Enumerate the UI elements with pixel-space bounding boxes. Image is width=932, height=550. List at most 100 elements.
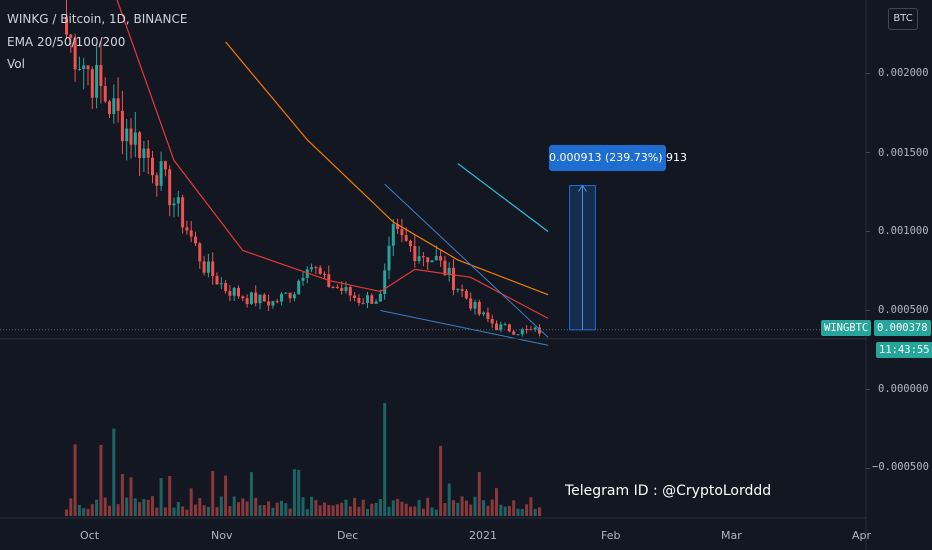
volume-bar xyxy=(245,501,249,516)
candle-body xyxy=(271,301,275,306)
volume-bar xyxy=(95,499,99,516)
volume-bar xyxy=(254,497,258,516)
volume-bar xyxy=(211,470,215,516)
indicator-legend[interactable]: EMA 20/50/100/200 xyxy=(7,35,126,49)
volume-bar xyxy=(400,501,404,516)
time-tick: 2021 xyxy=(469,529,497,542)
candle-body xyxy=(499,324,503,331)
volume-bar xyxy=(125,497,129,516)
volume-bar xyxy=(477,471,481,516)
volume-bar xyxy=(366,509,369,516)
volume-bar xyxy=(374,503,378,516)
candle-body xyxy=(525,329,529,331)
candle-body xyxy=(198,243,202,262)
candle-body xyxy=(507,324,511,332)
symbol-price-tag: WINGBTC xyxy=(821,320,872,336)
volume-bar xyxy=(520,508,524,516)
candle-body xyxy=(275,301,279,303)
price-tick: −0.000500 xyxy=(872,461,929,473)
volume-bar xyxy=(280,500,283,516)
volume-bar xyxy=(163,507,167,516)
candle-body xyxy=(490,319,494,324)
volume-bar xyxy=(495,488,498,516)
volume-bar xyxy=(185,509,189,516)
volume-bar xyxy=(133,498,137,516)
watermark-text: Telegram ID : @CryptoLorddd xyxy=(565,483,772,499)
volume-bar xyxy=(447,483,451,516)
volume-bar xyxy=(271,507,275,516)
volume-bar xyxy=(232,496,236,516)
volume-bar xyxy=(310,496,314,516)
volume-bar xyxy=(409,506,412,516)
volume-bar xyxy=(439,445,443,516)
volume-bar xyxy=(288,508,292,516)
volume-bar xyxy=(473,496,477,516)
last-price-tag: 0.000378 xyxy=(874,320,931,336)
axes xyxy=(0,0,870,550)
candle-body xyxy=(443,260,447,276)
volume-bar xyxy=(335,504,339,516)
volume-bar xyxy=(490,499,494,516)
candle-body xyxy=(473,301,477,309)
candle-body xyxy=(99,64,103,87)
volume-bar xyxy=(168,476,172,516)
volume-bar xyxy=(258,505,262,516)
volume-bar xyxy=(404,503,408,516)
candle-body xyxy=(262,294,266,302)
price-tick: 0.001500 xyxy=(878,147,929,159)
volume-bar xyxy=(73,444,77,516)
volume-bar xyxy=(69,498,73,516)
volume-bar xyxy=(538,507,541,516)
symbol-title[interactable]: WINKG / Bitcoin, 1D, BINANCE xyxy=(7,12,188,26)
volume-bar xyxy=(129,477,133,516)
candle-body xyxy=(348,287,352,296)
target-channel-line xyxy=(457,163,549,232)
candle-body xyxy=(413,246,417,262)
candle-body xyxy=(112,98,116,114)
candle-body xyxy=(146,148,150,158)
candle-body xyxy=(82,65,86,70)
indicator-overlays xyxy=(0,0,866,346)
candle-body xyxy=(353,295,357,298)
volume-bar xyxy=(215,507,219,516)
candle-body xyxy=(202,261,206,273)
candle-body xyxy=(267,301,271,306)
candle-body xyxy=(447,267,451,276)
volume-bar xyxy=(529,497,533,516)
candle-body xyxy=(215,276,219,285)
candle-body xyxy=(469,298,473,309)
candle-body xyxy=(434,256,438,261)
volume-bar xyxy=(525,504,529,516)
candle-body xyxy=(176,197,180,204)
volume-bar xyxy=(120,474,124,516)
candle-body xyxy=(512,331,516,335)
candle-body xyxy=(417,256,421,262)
ema-red-line xyxy=(116,0,549,319)
candle-body xyxy=(310,267,314,270)
candle-body xyxy=(185,227,189,231)
candle-body xyxy=(387,245,391,271)
volume-bar xyxy=(357,506,361,516)
candle-body xyxy=(340,288,344,291)
currency-badge[interactable]: BTC xyxy=(888,8,918,30)
volume-bar xyxy=(353,497,357,516)
candle-body xyxy=(323,273,326,275)
volume-bar xyxy=(206,506,210,516)
measure-label[interactable]: 0.000913 (239.73%) 913 xyxy=(549,145,687,171)
volume-bar xyxy=(116,504,120,516)
volume-legend[interactable]: Vol xyxy=(7,57,25,71)
candle-body xyxy=(90,69,94,98)
candle-body xyxy=(189,230,193,237)
candle-body xyxy=(241,296,245,299)
candle-body xyxy=(520,329,524,335)
volume-bar xyxy=(82,508,86,516)
candle-body xyxy=(318,267,322,274)
volume-bar xyxy=(499,504,503,516)
candle-body xyxy=(314,267,318,269)
time-tick: Nov xyxy=(211,529,233,542)
volume-bar xyxy=(241,498,245,516)
volume-bar xyxy=(503,506,507,516)
volume-bar xyxy=(249,472,253,516)
candle-body xyxy=(396,224,400,230)
